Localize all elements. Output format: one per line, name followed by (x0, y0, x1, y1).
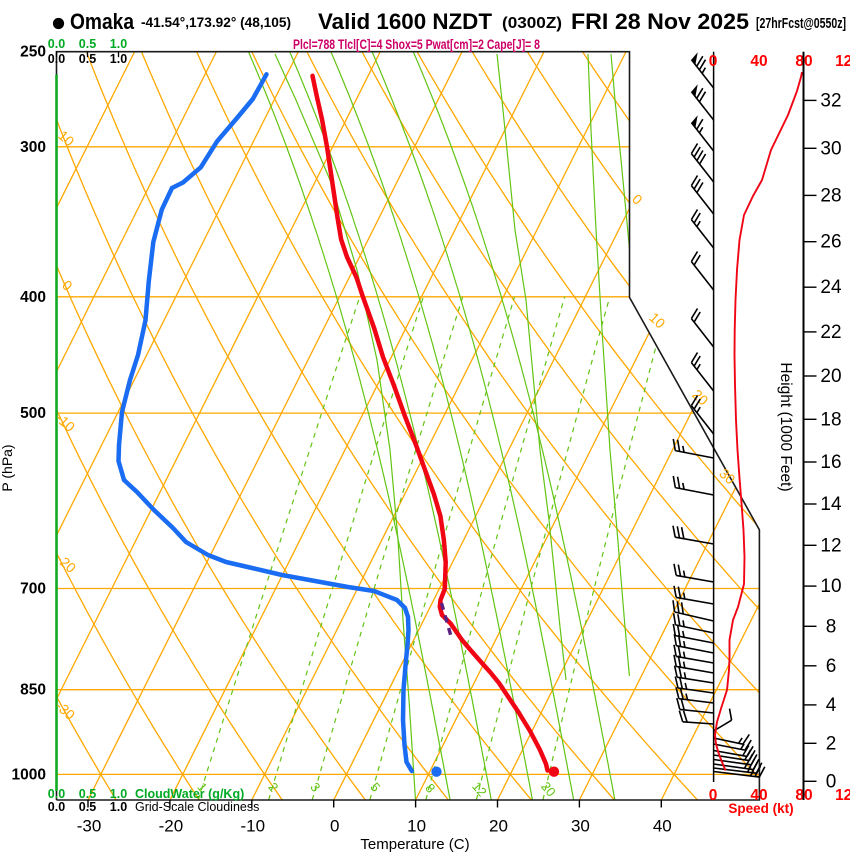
svg-text:0: 0 (330, 817, 339, 836)
svg-text:0.5: 0.5 (79, 52, 96, 66)
svg-text:120: 120 (835, 53, 850, 70)
svg-text:0.0: 0.0 (48, 52, 65, 66)
svg-text:-20: -20 (159, 817, 184, 836)
svg-text:120: 120 (835, 787, 850, 804)
svg-text:0: 0 (709, 787, 718, 804)
svg-text:6: 6 (826, 656, 837, 677)
svg-text:0.0: 0.0 (48, 787, 65, 801)
svg-text:32: 32 (820, 90, 841, 111)
svg-text:700: 700 (20, 580, 46, 597)
svg-text:20: 20 (489, 817, 508, 836)
svg-text:Height (1000 Feet): Height (1000 Feet) (777, 362, 794, 491)
svg-text:0: 0 (709, 53, 718, 70)
svg-text:Omaka: Omaka (70, 9, 135, 34)
svg-text:12: 12 (820, 535, 841, 556)
svg-text:Valid 1600 NZDT: Valid 1600 NZDT (318, 9, 493, 34)
svg-text:Plcl=788 Tlcl[C]=4 Shox=5 Pwat: Plcl=788 Tlcl[C]=4 Shox=5 Pwat[cm]=2 Cap… (293, 37, 540, 52)
svg-text:0: 0 (826, 771, 837, 792)
svg-text:28: 28 (820, 185, 841, 206)
svg-text:4: 4 (826, 695, 837, 716)
svg-text:8: 8 (826, 616, 837, 637)
svg-text:1.0: 1.0 (110, 37, 127, 51)
svg-text:40: 40 (750, 53, 767, 70)
svg-text:-10: -10 (241, 817, 266, 836)
svg-text:500: 500 (20, 405, 46, 422)
svg-text:Grid-Scale Cloudiness: Grid-Scale Cloudiness (135, 800, 259, 814)
svg-text:0.0: 0.0 (48, 37, 65, 51)
svg-text:850: 850 (20, 682, 46, 699)
svg-text:-41.54°,173.92° (48,105): -41.54°,173.92° (48,105) (141, 15, 291, 30)
svg-text:2: 2 (826, 733, 837, 754)
svg-text:300: 300 (20, 139, 46, 156)
svg-text:30: 30 (820, 138, 841, 159)
svg-text:FRI 28 Nov 2025: FRI 28 Nov 2025 (571, 9, 749, 34)
svg-text:10: 10 (407, 817, 426, 836)
svg-text:30: 30 (571, 817, 590, 836)
svg-text:0.5: 0.5 (79, 787, 96, 801)
svg-text:1.0: 1.0 (110, 800, 127, 814)
svg-text:26: 26 (820, 232, 841, 253)
svg-text:1000: 1000 (12, 766, 46, 783)
svg-text:18: 18 (820, 409, 841, 430)
svg-text:CloudWater (g/Kg): CloudWater (g/Kg) (135, 787, 244, 801)
svg-text:16: 16 (820, 452, 841, 473)
svg-text:1.0: 1.0 (110, 52, 127, 66)
svg-text:[27hrFcst@0550z]: [27hrFcst@0550z] (756, 15, 846, 32)
svg-text:1.0: 1.0 (110, 787, 127, 801)
svg-text:0.5: 0.5 (79, 37, 96, 51)
svg-text:250: 250 (20, 44, 46, 61)
svg-text:22: 22 (820, 322, 841, 343)
svg-text:24: 24 (820, 277, 842, 298)
svg-text:0.5: 0.5 (79, 800, 96, 814)
svg-text:40: 40 (653, 817, 672, 836)
svg-text:20: 20 (820, 366, 841, 387)
svg-text:40: 40 (750, 787, 767, 804)
svg-text:-30: -30 (77, 817, 102, 836)
svg-text:Speed (kt): Speed (kt) (728, 801, 793, 816)
svg-text:P (hPa): P (hPa) (0, 444, 15, 491)
svg-text:(0300Z): (0300Z) (502, 15, 562, 32)
svg-text:10: 10 (820, 576, 841, 597)
svg-text:14: 14 (820, 494, 842, 515)
svg-text:Temperature (C): Temperature (C) (360, 836, 469, 853)
svg-text:0.0: 0.0 (48, 800, 65, 814)
svg-text:400: 400 (20, 289, 46, 306)
